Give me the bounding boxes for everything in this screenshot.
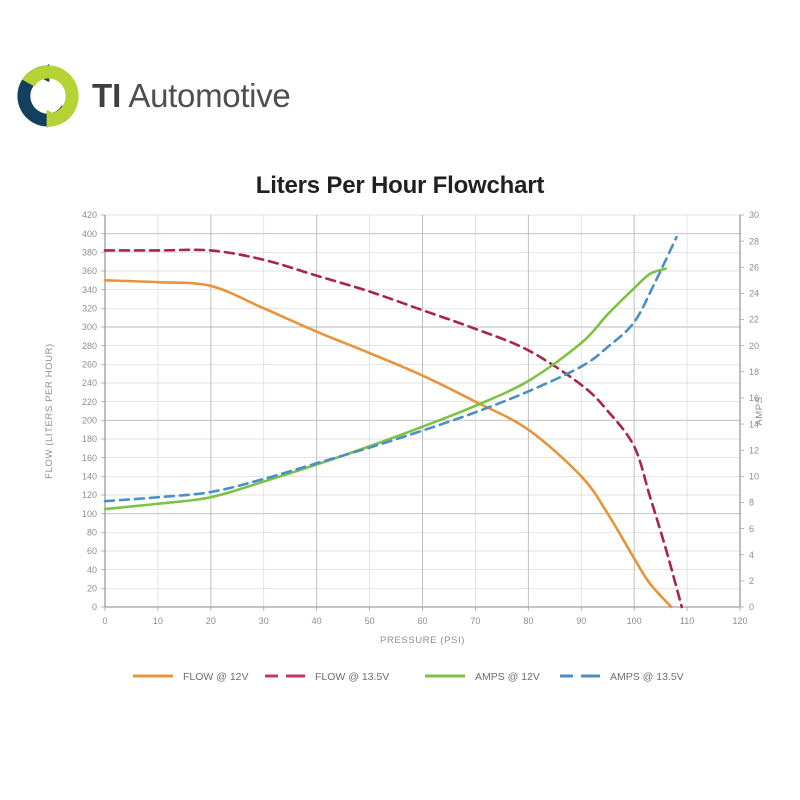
y-axis-left-tick-label: 60 bbox=[87, 546, 97, 556]
x-axis-tick-label: 0 bbox=[102, 616, 107, 626]
y-axis-left-tick-label: 0 bbox=[92, 602, 97, 612]
y-axis-right-tick-label: 8 bbox=[749, 498, 754, 508]
y-axis-left-tick-label: 240 bbox=[82, 378, 97, 388]
chart-gridlines bbox=[104, 214, 741, 608]
legend-label-amps-12v[interactable]: AMPS @ 12V bbox=[475, 671, 540, 683]
y-axis-right-tick-label: 16 bbox=[749, 393, 759, 403]
y-axis-left-tick-label: 400 bbox=[82, 229, 97, 239]
x-axis-title: PRESSURE (PSI) bbox=[380, 635, 465, 646]
y-axis-right-tick-label: 2 bbox=[749, 576, 754, 586]
y-axis-left-tick-label: 340 bbox=[82, 285, 97, 295]
y-axis-right-title: AMPS bbox=[754, 396, 765, 425]
y-axis-left-tick-label: 200 bbox=[82, 416, 97, 426]
brand-name-bold: TI bbox=[92, 76, 122, 114]
y-axis-left-title: FLOW (LITERS PER HOUR) bbox=[44, 343, 55, 479]
y-axis-left-tick-label: 140 bbox=[82, 472, 97, 482]
x-axis-tick-label: 10 bbox=[153, 616, 163, 626]
chart-tick-labels: 0204060801001201401601802002202402602803… bbox=[82, 210, 759, 626]
series-line-amps-12v bbox=[103, 267, 668, 511]
y-axis-left-tick-label: 320 bbox=[82, 304, 97, 314]
legend-label-flow-13-5v[interactable]: FLOW @ 13.5V bbox=[315, 671, 389, 683]
series-line-flow-13-5v bbox=[103, 248, 684, 609]
legend-label-flow-12v[interactable]: FLOW @ 12V bbox=[183, 671, 249, 683]
chart-series-lines bbox=[103, 235, 684, 609]
y-axis-left-tick-label: 280 bbox=[82, 341, 97, 351]
y-axis-right-tick-label: 24 bbox=[749, 289, 759, 299]
x-axis-tick-label: 90 bbox=[576, 616, 586, 626]
y-axis-right-tick-label: 26 bbox=[749, 262, 759, 272]
y-axis-left-tick-label: 20 bbox=[87, 584, 97, 594]
y-axis-left-tick-label: 180 bbox=[82, 434, 97, 444]
chart-axis-titles: PRESSURE (PSI) FLOW (LITERS PER HOUR) AMPS bbox=[44, 343, 765, 646]
y-axis-left-tick-label: 360 bbox=[82, 266, 97, 276]
y-axis-left-tick-label: 300 bbox=[82, 322, 97, 332]
y-axis-right-tick-label: 12 bbox=[749, 445, 759, 455]
y-axis-right-tick-label: 4 bbox=[749, 550, 754, 560]
x-axis-tick-label: 20 bbox=[206, 616, 216, 626]
y-axis-left-tick-label: 220 bbox=[82, 397, 97, 407]
x-axis-tick-label: 110 bbox=[680, 616, 694, 626]
y-axis-left-tick-label: 120 bbox=[82, 490, 97, 500]
chart-legend: FLOW @ 12V FLOW @ 13.5V AMPS @ 12V AMPS @ 1… bbox=[133, 671, 684, 683]
series-line-flow-12v bbox=[103, 279, 673, 609]
x-axis-tick-label: 120 bbox=[732, 616, 747, 626]
y-axis-left-tick-label: 80 bbox=[87, 528, 97, 538]
y-axis-left-tick-label: 380 bbox=[82, 248, 97, 258]
y-axis-right-tick-label: 0 bbox=[749, 602, 754, 612]
x-axis-tick-label: 80 bbox=[523, 616, 533, 626]
x-axis-tick-label: 40 bbox=[312, 616, 322, 626]
y-axis-left-tick-label: 420 bbox=[82, 210, 97, 220]
brand-name-regular: Automotive bbox=[128, 76, 291, 114]
x-axis-tick-label: 50 bbox=[365, 616, 375, 626]
y-axis-right-tick-label: 28 bbox=[749, 236, 759, 246]
y-axis-left-tick-label: 260 bbox=[82, 360, 97, 370]
brand-wordmark: TI Automotive bbox=[92, 76, 291, 114]
series-line-amps-13-5v bbox=[103, 235, 678, 503]
y-axis-left-tick-label: 160 bbox=[82, 453, 97, 463]
y-axis-right-tick-label: 30 bbox=[749, 210, 759, 220]
x-axis-tick-label: 60 bbox=[417, 616, 427, 626]
y-axis-right-tick-label: 20 bbox=[749, 341, 759, 351]
y-axis-left-tick-label: 40 bbox=[87, 565, 97, 575]
chart-title: Liters Per Hour Flowchart bbox=[255, 172, 545, 199]
x-axis-tick-label: 100 bbox=[627, 616, 642, 626]
legend-label-amps-13-5v[interactable]: AMPS @ 13.5V bbox=[610, 671, 684, 683]
chart-axes bbox=[101, 214, 744, 611]
y-axis-right-tick-label: 14 bbox=[749, 419, 759, 429]
y-axis-right-tick-label: 22 bbox=[749, 315, 759, 325]
y-axis-right-tick-label: 18 bbox=[749, 367, 759, 377]
y-axis-right-tick-label: 10 bbox=[749, 472, 759, 482]
x-axis-tick-label: 30 bbox=[259, 616, 269, 626]
brand-header: TI Automotive bbox=[14, 62, 291, 130]
x-axis-tick-label: 70 bbox=[470, 616, 480, 626]
ti-automotive-logo-icon bbox=[17, 64, 79, 128]
y-axis-left-tick-label: 100 bbox=[82, 509, 97, 519]
y-axis-right-tick-label: 6 bbox=[749, 524, 754, 534]
